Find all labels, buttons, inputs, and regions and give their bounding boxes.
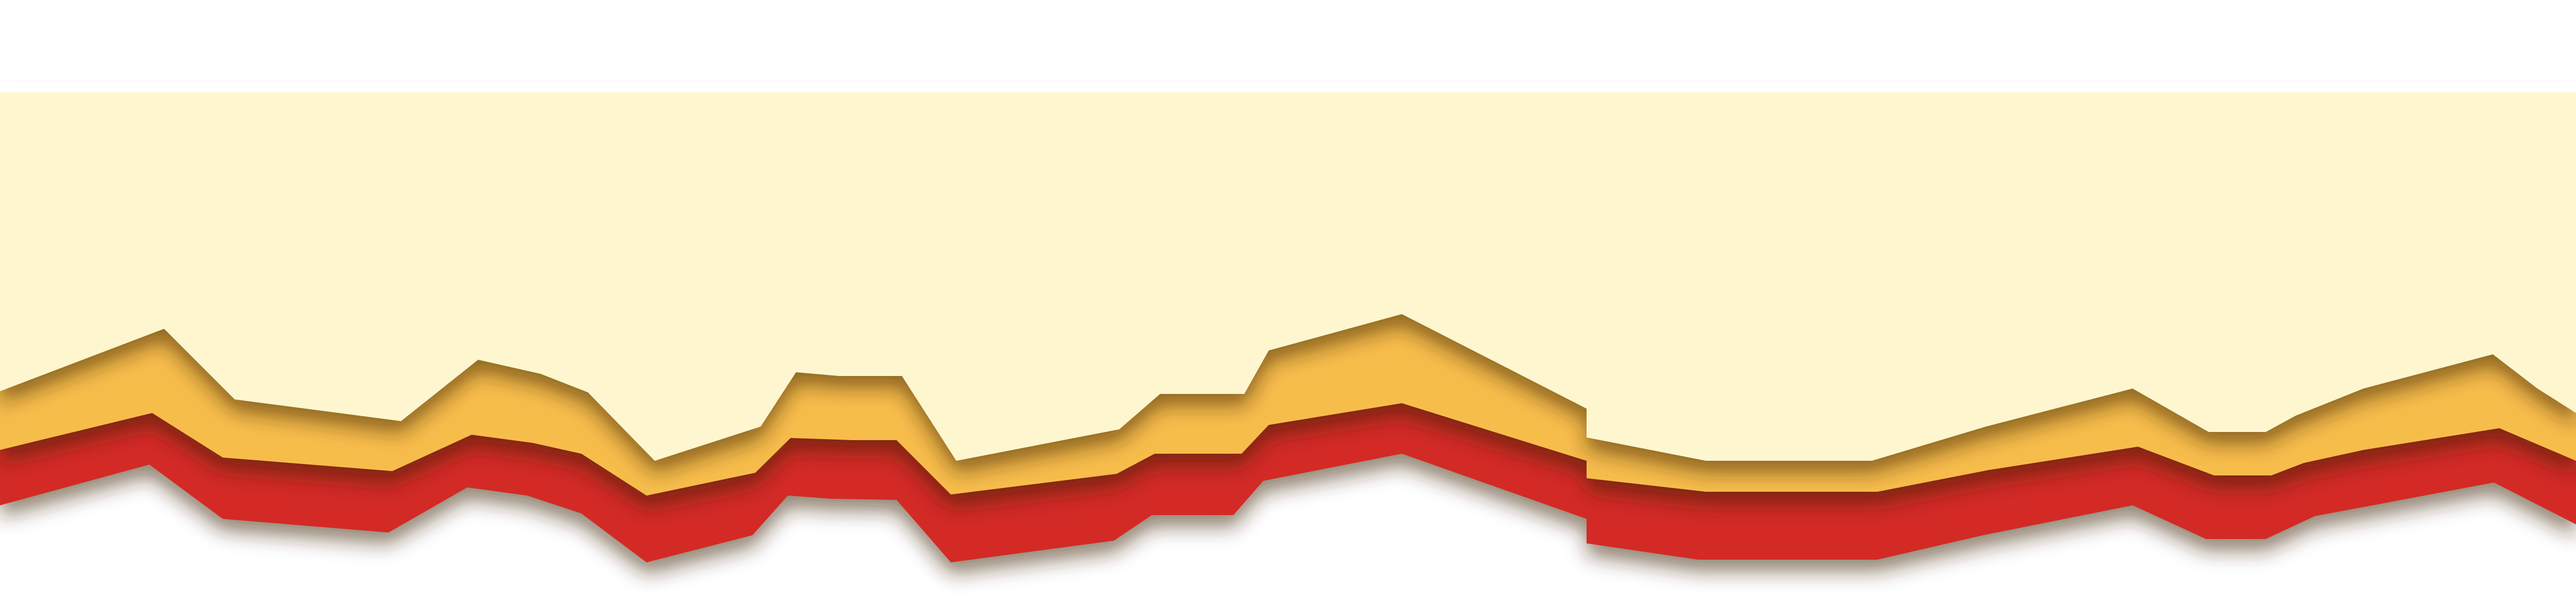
top-edge-shadow (0, 82, 2576, 93)
cream-layer (0, 92, 2576, 461)
cream-band-top (0, 92, 2576, 114)
